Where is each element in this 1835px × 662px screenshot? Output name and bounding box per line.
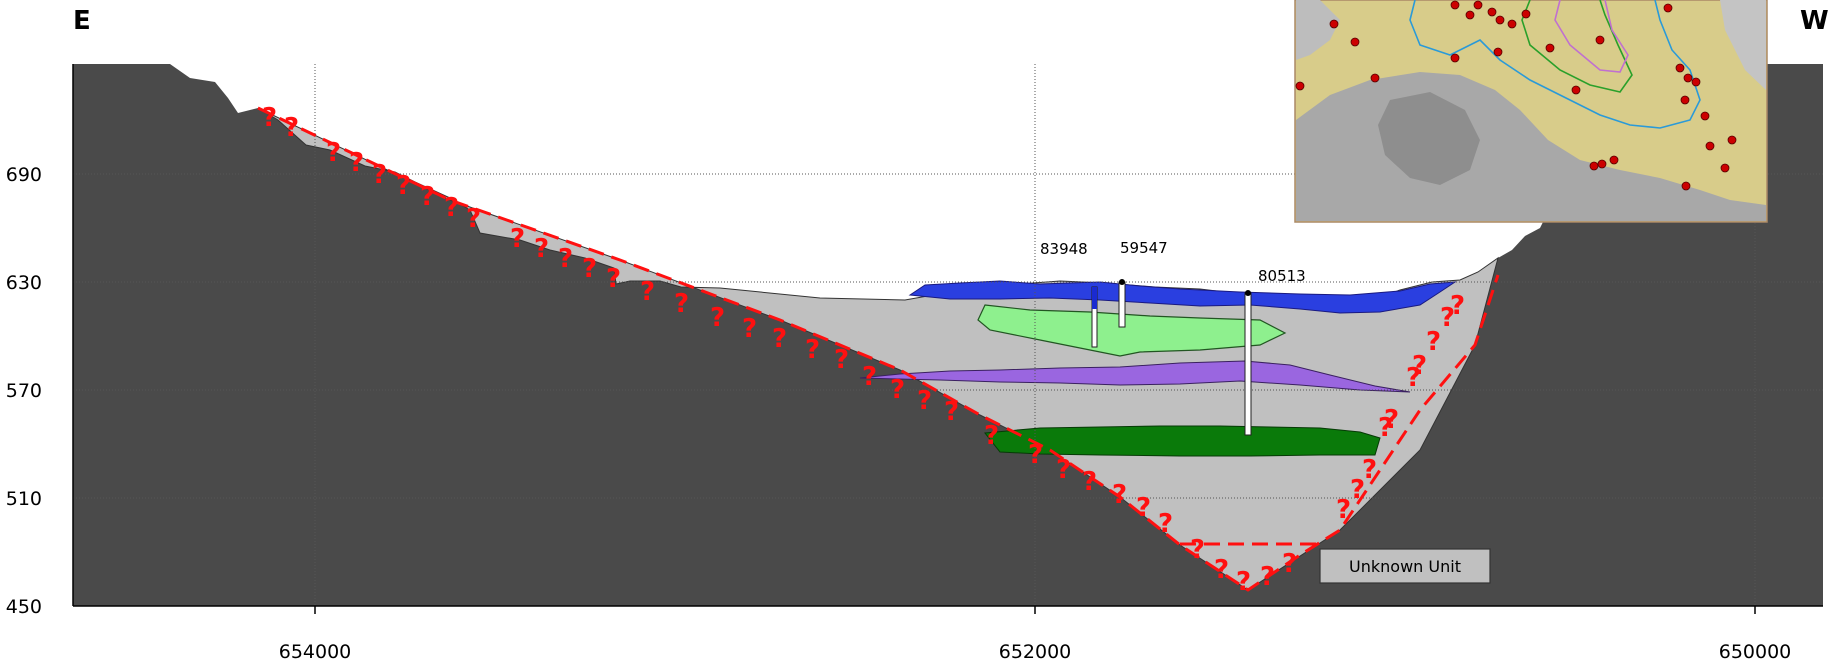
question-mark: ? — [284, 113, 299, 143]
question-mark: ? — [1426, 327, 1441, 357]
well-80513: 80513 — [1244, 267, 1306, 436]
y-tick-label: 450 — [6, 596, 42, 618]
question-mark: ? — [1378, 413, 1393, 443]
inset-map — [1294, 0, 1768, 223]
y-tick-label: 690 — [6, 164, 42, 186]
hillshade-terrain-icon — [1296, 0, 1340, 60]
outline-contours-icon — [1554, 0, 1629, 73]
outline-contours-icon — [1409, 0, 1701, 129]
axes — [72, 64, 1823, 614]
question-mark: ? — [1136, 493, 1151, 523]
x-tick-label: 650000 — [1719, 641, 1792, 662]
well-location-dots-icon — [1295, 0, 1737, 191]
question-mark: ? — [1190, 535, 1205, 565]
question-mark: ? — [1214, 555, 1229, 585]
question-mark: ? — [326, 138, 341, 168]
left-direction-label: E — [73, 6, 91, 36]
legend-unknown-unit: Unknown Unit — [1319, 548, 1491, 584]
well-top-marker — [1245, 290, 1251, 296]
question-mark: ? — [1384, 405, 1399, 435]
y-tick-label: 510 — [6, 488, 42, 510]
uncertainty-markers: ? ? ? ? ? ? ? ? ? ? ? ? ? ? ? ? ? ? ? ? … — [262, 103, 1465, 597]
question-mark: ? — [444, 193, 459, 223]
well-label: 83948 — [1040, 240, 1088, 258]
legend-swatch — [1319, 548, 1491, 584]
question-mark: ? — [1056, 455, 1071, 485]
well-water-column — [1092, 287, 1097, 309]
question-mark: ? — [1236, 567, 1251, 597]
question-mark: ? — [510, 224, 525, 254]
question-mark: ? — [1282, 549, 1297, 579]
question-mark: ? — [349, 148, 364, 178]
question-mark: ? — [262, 103, 277, 133]
question-mark: ? — [917, 386, 932, 416]
question-mark: ? — [1450, 291, 1465, 321]
legend-label: Unknown Unit — [1349, 557, 1461, 576]
well-59547: 59547 — [1118, 239, 1168, 328]
hillshade-terrain-icon — [1378, 92, 1480, 185]
right-direction-label: W — [1800, 6, 1829, 36]
question-mark: ? — [558, 244, 573, 274]
question-mark: ? — [582, 254, 597, 284]
well-label: 80513 — [1258, 267, 1306, 285]
well-top-marker — [1119, 279, 1125, 285]
question-mark: ? — [674, 289, 689, 319]
uncertain-contact-line — [257, 106, 1500, 592]
question-mark: ? — [420, 182, 435, 212]
question-mark: ? — [1082, 467, 1097, 497]
question-mark: ? — [805, 335, 820, 365]
unit-dark-green — [984, 425, 1381, 457]
question-mark: ? — [1336, 495, 1351, 525]
well-label: 59547 — [1120, 239, 1168, 257]
well-casing — [1244, 292, 1252, 436]
question-mark: ? — [944, 397, 959, 427]
question-mark: ? — [862, 362, 877, 392]
question-mark: ? — [1406, 363, 1421, 393]
question-mark: ? — [1260, 562, 1275, 592]
question-mark: ? — [834, 345, 849, 375]
question-mark: ? — [890, 375, 905, 405]
question-mark: ? — [984, 421, 999, 451]
question-mark: ? — [1412, 351, 1427, 381]
question-mark: ? — [1440, 303, 1455, 333]
question-mark: ? — [1350, 475, 1365, 505]
question-mark: ? — [772, 324, 787, 354]
hillshade-terrain-icon — [1720, 0, 1766, 90]
question-mark: ? — [1158, 509, 1173, 539]
question-mark: ? — [372, 160, 387, 190]
well-casing — [1118, 281, 1126, 328]
question-mark: ? — [1112, 480, 1127, 510]
unit-purple — [859, 360, 1411, 393]
question-mark: ? — [742, 314, 757, 344]
y-tick-label: 570 — [6, 380, 42, 402]
question-mark: ? — [466, 204, 481, 234]
y-tick-label: 630 — [6, 272, 42, 294]
question-mark: ? — [640, 277, 655, 307]
well-83948: 83948 — [1040, 240, 1098, 348]
question-mark: ? — [1028, 440, 1043, 470]
x-tick-label: 654000 — [279, 641, 352, 662]
question-mark: ? — [710, 303, 725, 333]
question-mark: ? — [534, 234, 549, 264]
question-mark: ? — [396, 171, 411, 201]
question-mark: ? — [606, 264, 621, 294]
question-mark: ? — [1362, 455, 1377, 485]
x-tick-label: 652000 — [999, 641, 1072, 662]
